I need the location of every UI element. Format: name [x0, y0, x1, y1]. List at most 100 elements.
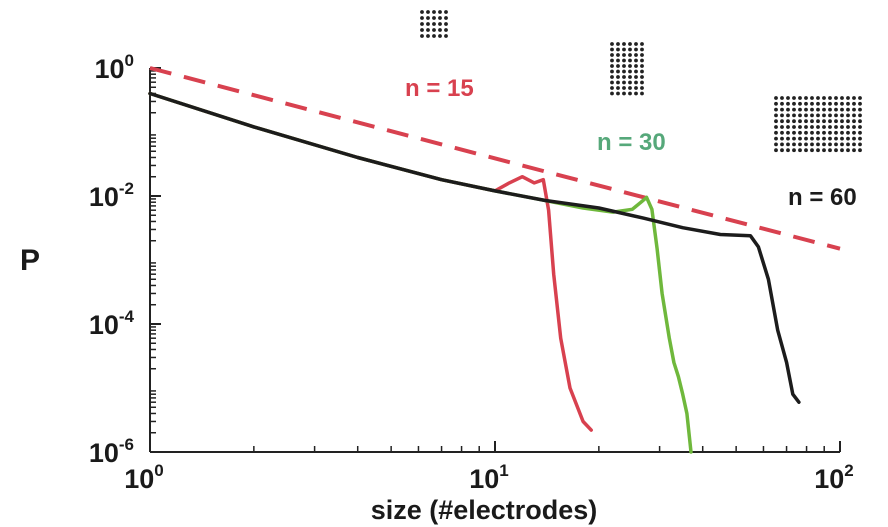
electrode-dot — [780, 142, 784, 147]
x-tick-label: 100 — [124, 461, 164, 494]
electrode-dot — [840, 101, 844, 106]
electrode-dot — [834, 142, 838, 147]
electrode-dot — [634, 91, 638, 96]
electrode-dot — [816, 96, 820, 100]
y-axis-label: P — [20, 244, 40, 277]
electrode-dot — [822, 136, 826, 141]
electrode-dot — [610, 58, 614, 63]
annotation-label: n = 30 — [597, 129, 666, 156]
electrode-dot — [616, 58, 620, 63]
electrode-dot — [804, 136, 808, 141]
electrode-dot — [840, 119, 844, 124]
electrode-dot — [816, 119, 820, 124]
electrode-dot — [822, 107, 826, 112]
electrode-dot — [828, 101, 832, 106]
electrode-dot — [432, 28, 436, 32]
electrode-dot — [828, 113, 832, 118]
electrode-dot — [616, 42, 620, 46]
electrode-dot — [444, 28, 448, 32]
electrode-dot — [822, 148, 826, 153]
electrode-dot — [786, 113, 790, 118]
electrode-dot — [840, 142, 844, 147]
electrode-dot — [858, 101, 862, 106]
electrode-dot — [852, 101, 856, 106]
electrode-dot — [622, 69, 626, 74]
x-tick-label: 102 — [814, 461, 854, 494]
electrode-dot — [852, 142, 856, 147]
electrode-grids — [420, 10, 862, 153]
electrode-dot — [840, 148, 844, 153]
electrode-dot — [834, 101, 838, 106]
x-ticks: 100 101 102 — [124, 441, 854, 494]
electrode-dot — [426, 28, 430, 32]
electrode-dot — [444, 22, 448, 26]
electrode-dot — [622, 58, 626, 63]
electrode-dot — [828, 130, 832, 135]
electrode-dot — [634, 53, 638, 57]
electrode-dot — [610, 75, 614, 79]
electrode-dot — [846, 142, 850, 147]
electrode-dot — [610, 53, 614, 57]
electrode-dot — [438, 10, 442, 14]
electrode-dot — [786, 130, 790, 135]
electrode-dot — [810, 125, 814, 129]
electrode-dot — [438, 16, 442, 20]
electrode-dot — [828, 125, 832, 129]
electrode-dot — [628, 64, 632, 68]
electrode-dot — [634, 69, 638, 74]
electrode-dot — [780, 148, 784, 153]
electrode-dot — [798, 136, 802, 141]
electrode-dot — [610, 80, 614, 85]
electrode-dot — [810, 101, 814, 106]
electrode-dot — [640, 47, 644, 52]
electrode-dot — [438, 22, 442, 26]
electrode-dot — [798, 107, 802, 112]
electrode-dot — [858, 148, 862, 153]
electrode-dot — [822, 101, 826, 106]
electrode-dot — [780, 107, 784, 112]
electrode-dot — [846, 130, 850, 135]
electrode-dot — [858, 136, 862, 141]
electrode-dot — [822, 119, 826, 124]
electrode-dot — [616, 69, 620, 74]
electrode-dot — [426, 10, 430, 14]
electrode-dot — [780, 96, 784, 100]
electrode-dot — [438, 34, 442, 38]
x-tick-label: 101 — [469, 461, 509, 494]
series-line-1 — [148, 91, 593, 432]
annotations: n = 15 n = 30 n = 60 — [405, 75, 857, 211]
electrode-dot — [834, 130, 838, 135]
electrode-grid-icon — [420, 10, 448, 38]
electrode-dot — [834, 125, 838, 129]
electrode-dot — [828, 119, 832, 124]
electrode-dot — [780, 136, 784, 141]
electrode-dot — [616, 91, 620, 96]
electrode-dot — [610, 86, 614, 90]
electrode-dot — [622, 42, 626, 46]
electrode-dot — [810, 107, 814, 112]
electrode-dot — [792, 148, 796, 153]
annotation-label: n = 15 — [405, 75, 474, 102]
electrode-dot — [628, 53, 632, 57]
electrode-dot — [834, 119, 838, 124]
y-tick-label: 10-2 — [89, 179, 134, 212]
electrode-dot — [816, 107, 820, 112]
electrode-dot — [852, 125, 856, 129]
electrode-dot — [774, 96, 778, 100]
electrode-dot — [828, 136, 832, 141]
electrode-dot — [786, 107, 790, 112]
electrode-dot — [786, 148, 790, 153]
electrode-dot — [834, 113, 838, 118]
electrode-dot — [786, 125, 790, 129]
electrode-dot — [834, 136, 838, 141]
electrode-dot — [628, 69, 632, 74]
x-axis-label: size (#electrodes) — [371, 495, 598, 525]
electrode-dot — [634, 75, 638, 79]
electrode-dot — [846, 101, 850, 106]
electrode-dot — [616, 47, 620, 52]
electrode-dot — [798, 119, 802, 124]
electrode-dot — [610, 69, 614, 74]
electrode-dot — [774, 107, 778, 112]
electrode-dot — [634, 64, 638, 68]
